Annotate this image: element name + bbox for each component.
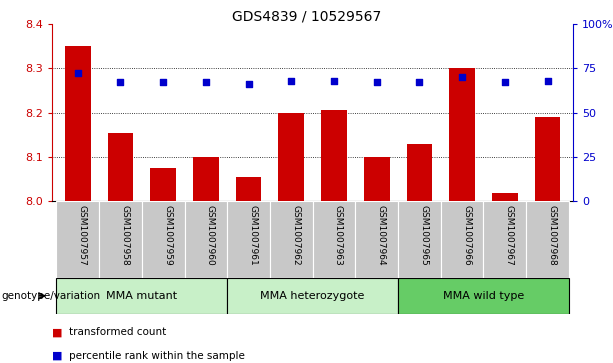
Text: MMA wild type: MMA wild type bbox=[443, 291, 524, 301]
Bar bbox=[492, 193, 517, 201]
Bar bbox=[236, 177, 261, 201]
Bar bbox=[185, 201, 227, 278]
Text: genotype/variation: genotype/variation bbox=[1, 291, 101, 301]
Bar bbox=[150, 168, 176, 201]
Text: GSM1007968: GSM1007968 bbox=[547, 204, 557, 265]
Bar bbox=[441, 201, 484, 278]
Bar bbox=[278, 113, 304, 201]
Text: GDS4839 / 10529567: GDS4839 / 10529567 bbox=[232, 9, 381, 23]
Bar bbox=[65, 46, 91, 201]
Text: GSM1007961: GSM1007961 bbox=[248, 204, 257, 265]
Bar bbox=[56, 278, 227, 314]
Point bbox=[372, 79, 382, 85]
Text: MMA heterozygote: MMA heterozygote bbox=[261, 291, 365, 301]
Text: GSM1007964: GSM1007964 bbox=[377, 204, 386, 265]
Point bbox=[115, 79, 125, 85]
Bar bbox=[364, 157, 389, 201]
Bar bbox=[270, 201, 313, 278]
Text: GSM1007966: GSM1007966 bbox=[462, 204, 471, 265]
Bar bbox=[406, 144, 432, 201]
Bar bbox=[398, 278, 569, 314]
Bar bbox=[535, 117, 560, 201]
Text: GSM1007958: GSM1007958 bbox=[120, 204, 129, 265]
Bar bbox=[449, 68, 475, 201]
Bar bbox=[313, 201, 356, 278]
Bar bbox=[99, 201, 142, 278]
Bar bbox=[227, 278, 398, 314]
Text: GSM1007957: GSM1007957 bbox=[78, 204, 86, 265]
Point bbox=[414, 79, 424, 85]
Bar bbox=[526, 201, 569, 278]
Point bbox=[329, 78, 339, 83]
Text: GSM1007963: GSM1007963 bbox=[334, 204, 343, 265]
Bar bbox=[398, 201, 441, 278]
Bar bbox=[484, 201, 526, 278]
Bar bbox=[193, 157, 219, 201]
Text: ■: ■ bbox=[52, 351, 63, 361]
Text: GSM1007960: GSM1007960 bbox=[206, 204, 215, 265]
Bar bbox=[56, 201, 99, 278]
Text: GSM1007965: GSM1007965 bbox=[419, 204, 428, 265]
Point bbox=[500, 79, 510, 85]
Point bbox=[286, 78, 296, 83]
Text: MMA mutant: MMA mutant bbox=[106, 291, 177, 301]
Bar bbox=[142, 201, 185, 278]
Bar bbox=[321, 110, 347, 201]
Bar bbox=[356, 201, 398, 278]
Point bbox=[243, 81, 253, 87]
Text: GSM1007962: GSM1007962 bbox=[291, 204, 300, 265]
Text: percentile rank within the sample: percentile rank within the sample bbox=[69, 351, 245, 361]
Point bbox=[73, 70, 83, 76]
Point bbox=[158, 79, 168, 85]
Point bbox=[201, 79, 211, 85]
Text: transformed count: transformed count bbox=[69, 327, 167, 337]
Bar bbox=[227, 201, 270, 278]
Text: GSM1007967: GSM1007967 bbox=[505, 204, 514, 265]
Point bbox=[543, 78, 552, 83]
Text: ■: ■ bbox=[52, 327, 63, 337]
Text: GSM1007959: GSM1007959 bbox=[163, 204, 172, 265]
Point bbox=[457, 74, 467, 80]
Bar bbox=[108, 132, 133, 201]
